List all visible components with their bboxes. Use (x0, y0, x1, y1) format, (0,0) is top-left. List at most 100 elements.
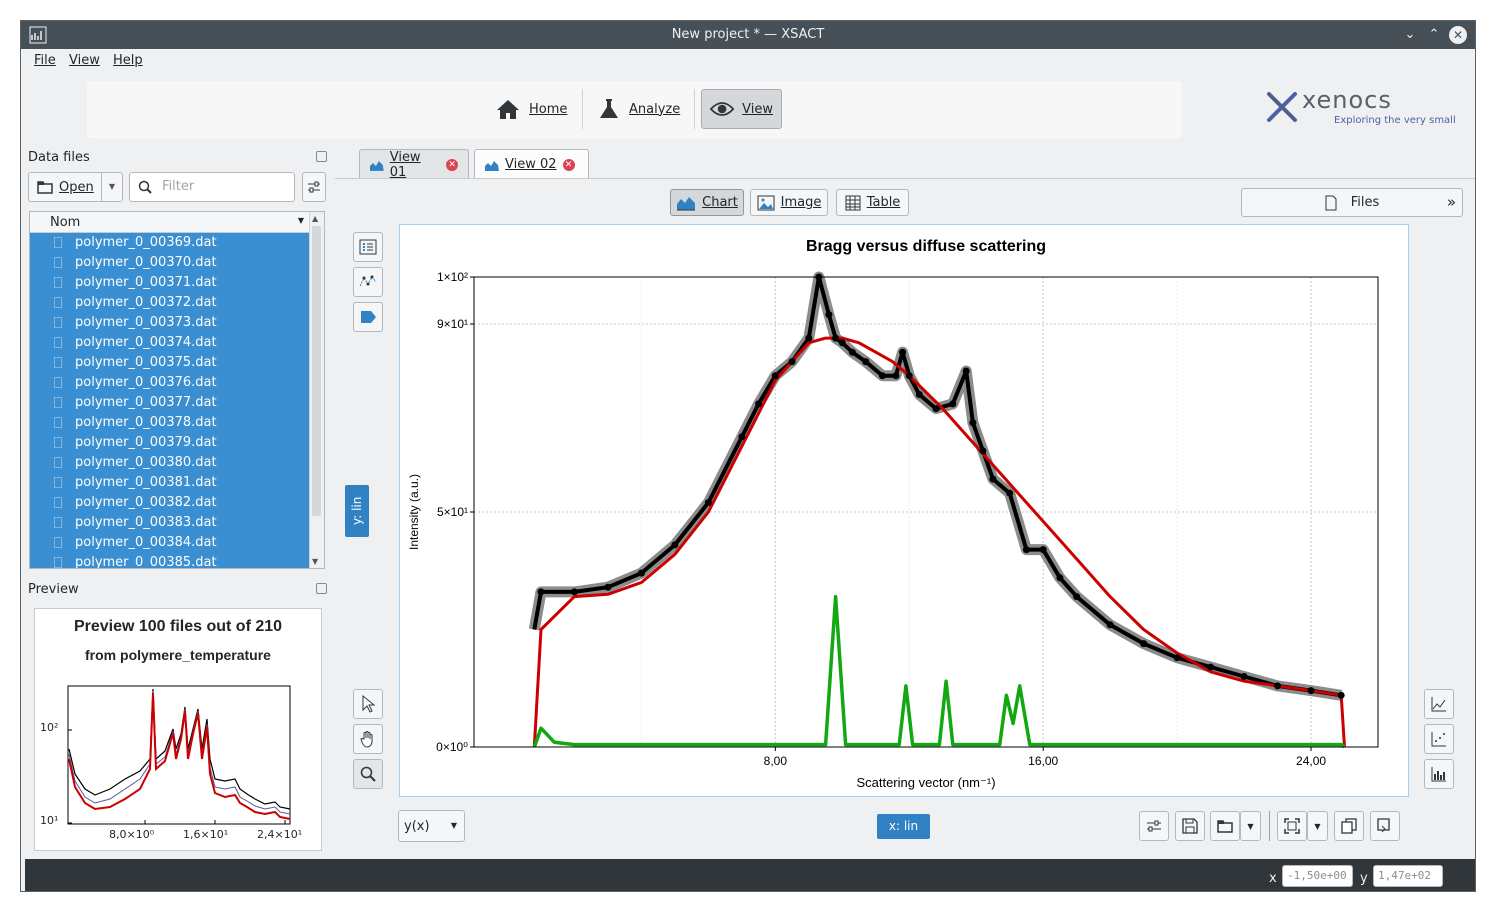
labels-button[interactable] (353, 302, 383, 332)
file-icon (54, 357, 62, 368)
open-folder-button[interactable] (1210, 811, 1240, 841)
analyze-button[interactable]: Analyze (589, 89, 688, 129)
copy-icon (1341, 818, 1357, 834)
open-button[interactable]: Open ▼ (28, 172, 123, 202)
file-name: polymer_0_00370.dat (75, 255, 217, 270)
data-point (1307, 687, 1315, 695)
fit-view-button[interactable] (1277, 811, 1307, 841)
data-point (537, 588, 545, 596)
close-window-button[interactable]: ✕ (1449, 26, 1467, 44)
view-nav-button[interactable]: View (701, 89, 782, 129)
close-tab-icon[interactable]: ✕ (562, 158, 575, 171)
markers-button[interactable] (353, 267, 383, 297)
file-row[interactable]: polymer_0_00384.dat (30, 533, 310, 553)
view-label: View (742, 101, 773, 117)
preview-subheading: from polymere_temperature (85, 647, 271, 663)
scroll-down-arrow-icon[interactable]: ▼ (312, 557, 319, 566)
data-point (570, 588, 578, 596)
file-name: polymer_0_00382.dat (75, 495, 217, 510)
file-row[interactable]: polymer_0_00374.dat (30, 333, 310, 353)
zoom-icon (360, 766, 376, 782)
file-row[interactable]: polymer_0_00382.dat (30, 493, 310, 513)
files-panel-button[interactable]: Files » (1241, 188, 1463, 217)
select-tool-button[interactable] (353, 689, 383, 719)
file-row[interactable]: polymer_0_00371.dat (30, 273, 310, 293)
x-coordinate-field[interactable]: -1,50e+00 (1282, 865, 1353, 887)
bar-chart-icon (1431, 767, 1446, 782)
file-row[interactable]: polymer_0_00370.dat (30, 253, 310, 273)
file-row[interactable]: polymer_0_00381.dat (30, 473, 310, 493)
float-pane-icon[interactable] (316, 583, 327, 594)
log-axis-button[interactable] (1424, 724, 1454, 754)
menu-view[interactable]: View (69, 53, 100, 68)
close-tab-icon[interactable]: ✕ (446, 158, 458, 171)
x-tick-label: 8,00 (764, 754, 788, 768)
open-folder-dropdown[interactable]: ▼ (1240, 811, 1261, 841)
legend-button[interactable] (353, 232, 383, 262)
chart-mode-label: Chart (702, 195, 738, 210)
preview-chart: Preview 100 files out of 210 from polyme… (34, 608, 322, 851)
table-mode-button[interactable]: Table (836, 189, 909, 216)
plot-mode-select[interactable]: y(x) ▼ (398, 810, 465, 842)
file-name: polymer_0_00385.dat (75, 555, 217, 569)
tab-content-border (335, 178, 1475, 179)
file-name: polymer_0_00374.dat (75, 335, 217, 350)
scroll-up-arrow-icon[interactable]: ▲ (312, 214, 319, 223)
file-row[interactable]: polymer_0_00377.dat (30, 393, 310, 413)
home-button[interactable]: Home (487, 89, 575, 129)
preview-y-tick: 10¹ (40, 814, 59, 827)
file-row[interactable]: polymer_0_00369.dat (30, 233, 310, 253)
y-scale-toggle[interactable]: y: lin (345, 485, 369, 537)
file-row[interactable]: polymer_0_00372.dat (30, 293, 310, 313)
scroll-thumb[interactable] (312, 226, 321, 516)
file-row[interactable]: polymer_0_00378.dat (30, 413, 310, 433)
file-row[interactable]: polymer_0_00383.dat (30, 513, 310, 533)
file-name: polymer_0_00377.dat (75, 395, 217, 410)
zoom-tool-button[interactable] (353, 759, 383, 789)
data-point (848, 348, 856, 356)
menu-help[interactable]: Help (113, 53, 143, 68)
copy-button[interactable] (1334, 811, 1364, 841)
histogram-button[interactable] (1424, 759, 1454, 789)
open-dropdown-arrow-icon[interactable]: ▼ (101, 173, 122, 201)
app-icon (29, 26, 47, 44)
chart-mode-button[interactable]: Chart (670, 189, 744, 216)
open-label: Open (59, 179, 94, 195)
file-list-scrollbar[interactable]: ▲ ▼ (309, 212, 324, 568)
minimize-button[interactable]: ⌄ (1404, 27, 1416, 42)
nav-separator (582, 89, 583, 129)
main-chart[interactable]: 8,00 16,00 24,00 0×10⁰ 5×10¹ 9×10¹ 1×10² Bragg … (399, 224, 1409, 797)
save-icon (1182, 818, 1198, 834)
plot-mode-value: y(x) (404, 818, 430, 834)
file-icon (54, 297, 62, 308)
file-row[interactable]: polymer_0_00380.dat (30, 453, 310, 473)
x-scale-toggle[interactable]: x: lin (877, 814, 930, 839)
plot-settings-button[interactable] (1139, 811, 1169, 841)
file-row[interactable]: polymer_0_00385.dat (30, 553, 310, 569)
data-point (755, 400, 763, 408)
pan-tool-button[interactable] (353, 724, 383, 754)
tab-view-02[interactable]: View 02 ✕ (474, 149, 589, 179)
tab-view-01[interactable]: View 01 ✕ (359, 149, 469, 180)
menu-file[interactable]: File (34, 53, 56, 68)
fit-view-dropdown[interactable]: ▼ (1307, 811, 1328, 841)
y-coordinate-field[interactable]: 1,47e+02 (1373, 865, 1443, 887)
file-row[interactable]: polymer_0_00376.dat (30, 373, 310, 393)
image-mode-button[interactable]: Image (750, 189, 828, 216)
file-row[interactable]: polymer_0_00373.dat (30, 313, 310, 333)
file-row[interactable]: polymer_0_00375.dat (30, 353, 310, 373)
filter-input[interactable]: Filter (129, 172, 295, 202)
search-icon (138, 180, 152, 194)
file-row[interactable]: polymer_0_00379.dat (30, 433, 310, 453)
export-button[interactable] (1370, 811, 1400, 841)
maximize-button[interactable]: ⌃ (1428, 27, 1440, 42)
filter-settings-button[interactable] (302, 172, 326, 202)
file-list-header[interactable]: Nom ▼ (30, 212, 310, 233)
float-pane-icon[interactable] (316, 151, 327, 162)
flask-icon (600, 99, 618, 118)
linear-axis-button[interactable] (1424, 689, 1454, 719)
save-button[interactable] (1175, 811, 1205, 841)
file-icon (54, 477, 62, 488)
data-point (949, 400, 957, 408)
